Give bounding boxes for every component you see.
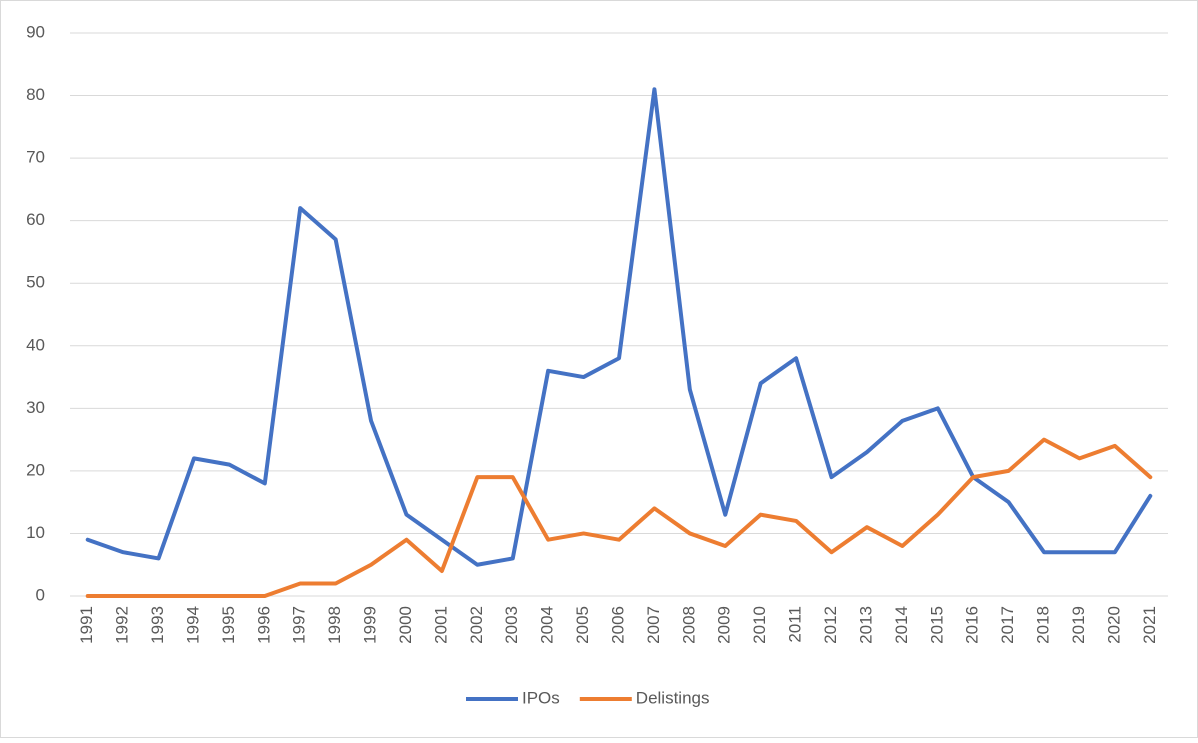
x-tick-label: 1993 (148, 606, 167, 644)
x-tick-label: 1995 (219, 606, 238, 644)
x-tick-label: 2018 (1034, 606, 1053, 644)
legend-label: IPOs (522, 688, 560, 707)
y-tick-label: 0 (36, 585, 45, 604)
x-tick-label: 2002 (467, 606, 486, 644)
x-tick-label: 2020 (1104, 606, 1123, 644)
x-tick-label: 1992 (113, 606, 132, 644)
x-tick-label: 1997 (290, 606, 309, 644)
x-tick-label: 2004 (538, 606, 557, 644)
y-tick-label: 90 (26, 22, 45, 41)
y-tick-label: 60 (26, 210, 45, 229)
x-tick-label: 2007 (644, 606, 663, 644)
x-tick-label: 2005 (573, 606, 592, 644)
x-tick-label: 2008 (679, 606, 698, 644)
x-tick-label: 2017 (998, 606, 1017, 644)
line-series (85, 437, 1153, 598)
x-tick-label: 2011 (786, 606, 805, 643)
x-tick-label: 2021 (1140, 606, 1159, 644)
x-tick-label: 2009 (715, 606, 734, 644)
x-tick-label: 1999 (361, 606, 380, 644)
x-tick-label: 2012 (821, 606, 840, 644)
x-tick-label: 2010 (750, 606, 769, 644)
x-tick-label: 2000 (396, 606, 415, 644)
x-tick-label: 2001 (431, 606, 450, 644)
y-tick-label: 50 (26, 273, 45, 292)
x-tick-label: 2014 (892, 606, 911, 644)
y-tick-label: 70 (26, 148, 45, 167)
y-tick-label: 30 (26, 398, 45, 417)
y-tick-label: 80 (26, 85, 45, 104)
legend-label: Delistings (636, 688, 710, 707)
x-tick-label: 1996 (254, 606, 273, 644)
y-tick-label: 40 (26, 335, 45, 354)
x-tick-label: 2006 (608, 606, 627, 644)
x-tick-label: 2013 (856, 606, 875, 644)
x-tick-label: 2015 (927, 606, 946, 644)
y-tick-label: 20 (26, 460, 45, 479)
x-tick-label: 1994 (183, 606, 202, 644)
x-tick-label: 2016 (963, 606, 982, 644)
x-tick-label: 2019 (1069, 606, 1088, 644)
x-tick-label: 1991 (77, 606, 96, 644)
y-tick-label: 10 (26, 523, 45, 542)
x-tick-label: 1998 (325, 606, 344, 644)
x-tick-label: 2003 (502, 606, 521, 644)
